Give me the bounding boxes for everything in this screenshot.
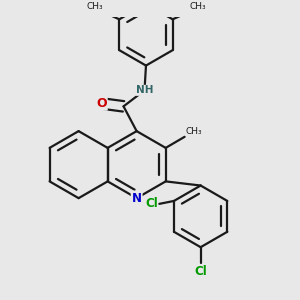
Text: CH₃: CH₃ xyxy=(185,127,202,136)
Text: CH₃: CH₃ xyxy=(189,2,206,10)
Text: CH₃: CH₃ xyxy=(86,2,103,10)
Text: O: O xyxy=(96,97,107,110)
Text: NH: NH xyxy=(136,85,153,95)
Text: Cl: Cl xyxy=(194,265,207,278)
Text: N: N xyxy=(132,192,142,205)
Text: Cl: Cl xyxy=(145,197,158,210)
